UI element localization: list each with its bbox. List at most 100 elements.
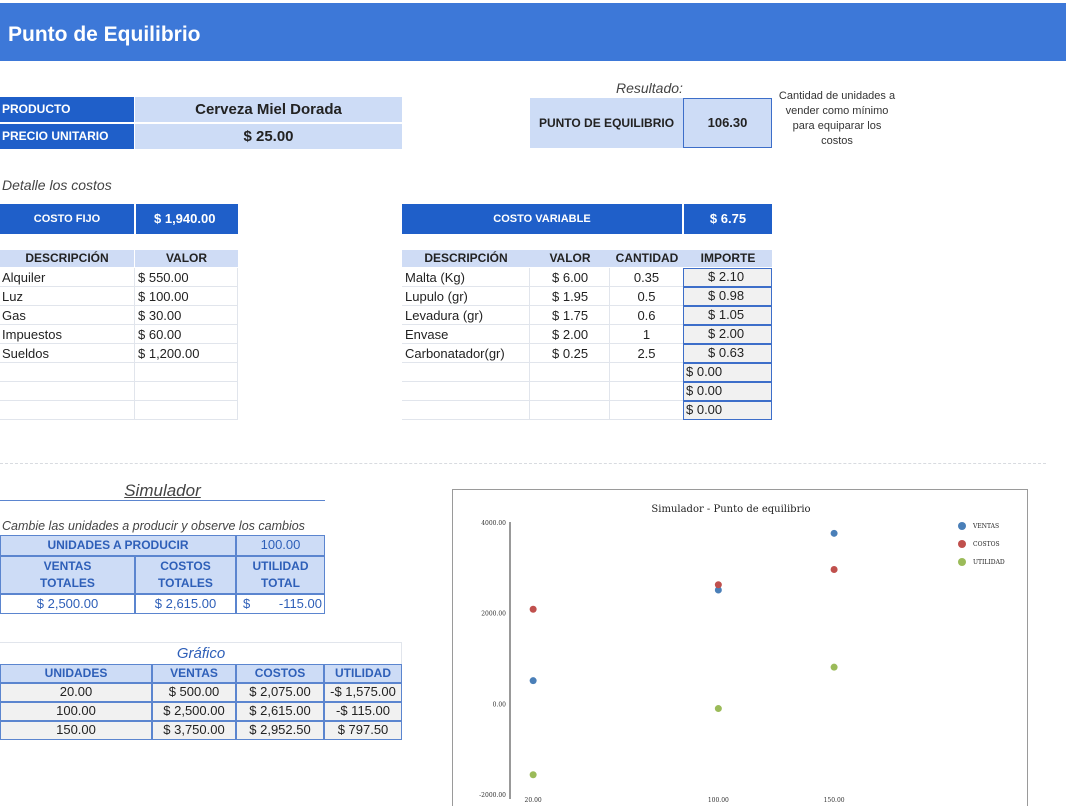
grafico-header-cell: VENTAS [152,664,236,683]
grafico-data-cell: $ 3,750.00 [152,721,236,740]
var-cantidad-cell[interactable]: 0.35 [610,268,684,287]
utilidad-total-header: UTILIDAD TOTAL [236,556,325,594]
data-point-ventas [714,586,722,594]
utilidad-currency: $ [243,596,251,611]
var-valor-cell[interactable] [530,401,610,420]
var-cantidad-cell[interactable]: 1 [610,325,684,344]
var-desc-cell[interactable] [402,401,530,420]
var-valor-cell[interactable]: $ 1.95 [530,287,610,306]
var-importe-cell: $ 1.05 [683,306,772,325]
var-valor-cell[interactable]: $ 0.25 [530,344,610,363]
x-tick-label: 150.00 [824,797,845,804]
fijo-desc-cell[interactable]: Alquiler [0,268,135,287]
data-point-ventas [529,677,537,685]
grafico-header-cell: COSTOS [236,664,324,683]
fijo-desc-cell[interactable]: Gas [0,306,135,325]
var-cantidad-cell[interactable] [610,363,684,382]
simulador-title: Simulador [124,481,201,500]
costo-variable-label: COSTO VARIABLE [402,204,682,234]
fijo-valor-cell[interactable]: $ 550.00 [135,268,238,287]
scatter-chart: Simulador - Punto de equilibrio -2000.00 0… [479,504,1005,804]
var-desc-cell[interactable]: Levadura (gr) [402,306,530,325]
data-point-ventas [830,529,838,537]
utilidad-header-line2: TOTAL [261,576,300,590]
grafico-header-cell: UTILIDAD [324,664,402,683]
fijo-valor-cell[interactable] [135,363,238,382]
x-tick-label: 100.00 [708,797,729,804]
var-col-desc: DESCRIPCIÓN [402,250,530,267]
var-cantidad-cell[interactable]: 2.5 [610,344,684,363]
var-importe-cell: $ 2.00 [683,325,772,344]
fijo-valor-cell[interactable] [135,401,238,420]
precio-input[interactable]: $ 25.00 [135,124,402,149]
y-tick-label: 0.00 [493,701,507,708]
var-importe-cell: $ 0.98 [683,287,772,306]
var-desc-cell[interactable] [402,382,530,401]
fijo-valor-cell[interactable]: $ 60.00 [135,325,238,344]
costos-totales-header: COSTOS TOTALES [135,556,236,594]
fijo-desc-cell[interactable] [0,382,135,401]
data-point-utilidad [830,663,838,671]
data-point-utilidad [714,705,722,713]
var-cantidad-cell[interactable]: 0.6 [610,306,684,325]
unidades-producir-label: UNIDADES A PRODUCIR [0,535,236,556]
costo-variable-total: $ 6.75 [684,204,772,234]
costos-header-line2: TOTALES [158,576,213,590]
data-point-utilidad [529,771,537,779]
ventas-header-line2: TOTALES [40,576,95,590]
var-valor-cell[interactable] [530,382,610,401]
grafico-title: Gráfico [176,645,226,662]
unidades-producir-input[interactable]: 100.00 [236,535,325,556]
fijo-valor-cell[interactable]: $ 1,200.00 [135,344,238,363]
grafico-data-cell: $ 2,500.00 [152,702,236,721]
grafico-header-cell: UNIDADES [0,664,152,683]
fijo-desc-cell[interactable]: Sueldos [0,344,135,363]
var-desc-cell[interactable]: Envase [402,325,530,344]
var-col-importe: IMPORTE [684,250,772,267]
grafico-data-cell: 150.00 [0,721,152,740]
chart-frame: Simulador - Punto de equilibrio -2000.00 0… [452,489,1028,806]
producto-input[interactable]: Cerveza Miel Dorada [135,97,402,122]
grafico-title-frame [0,642,402,664]
var-valor-cell[interactable] [530,363,610,382]
var-valor-cell[interactable]: $ 2.00 [530,325,610,344]
var-cantidad-cell[interactable] [610,401,684,420]
fijo-desc-cell[interactable]: Luz [0,287,135,306]
grafico-data-cell: $ 2,615.00 [236,702,324,721]
fijo-desc-cell[interactable] [0,401,135,420]
resultado-title: Resultado: [616,80,683,96]
legend-marker-utilidad [958,558,966,566]
var-desc-cell[interactable]: Malta (Kg) [402,268,530,287]
grafico-data-cell: $ 2,952.50 [236,721,324,740]
simulador-instructions: Cambie las unidades a producir y observe… [2,519,305,533]
utilidad-header-line1: UTILIDAD [252,559,309,573]
var-desc-cell[interactable]: Carbonatador(gr) [402,344,530,363]
grafico-data-cell: -$ 1,575.00 [324,683,402,702]
var-cantidad-cell[interactable] [610,382,684,401]
producto-label: PRODUCTO [0,97,134,122]
chart-title: Simulador - Punto de equilibrio [651,504,810,515]
var-valor-cell[interactable]: $ 6.00 [530,268,610,287]
data-point-costos [714,581,722,589]
ventas-totales-value: $ 2,500.00 [0,594,135,614]
var-importe-cell: $ 0.00 [683,382,772,401]
ventas-header-line1: VENTAS [43,559,92,573]
var-desc-cell[interactable]: Lupulo (gr) [402,287,530,306]
fijo-col-desc: DESCRIPCIÓN [0,250,134,267]
grafico-data-cell: -$ 115.00 [324,702,402,721]
y-tick-label: -2000.00 [479,792,506,799]
title-bar: Punto de Equilibrio [0,3,1066,61]
ventas-totales-header: VENTAS TOTALES [0,556,135,594]
x-tick-label: 20.00 [525,797,542,804]
var-desc-cell[interactable] [402,363,530,382]
fijo-desc-cell[interactable]: Impuestos [0,325,135,344]
fijo-valor-cell[interactable]: $ 30.00 [135,306,238,325]
grafico-data-cell: 20.00 [0,683,152,702]
y-tick-label: 4000.00 [481,520,506,527]
fijo-valor-cell[interactable] [135,382,238,401]
fijo-desc-cell[interactable] [0,363,135,382]
fijo-valor-cell[interactable]: $ 100.00 [135,287,238,306]
var-cantidad-cell[interactable]: 0.5 [610,287,684,306]
grafico-data-cell: $ 500.00 [152,683,236,702]
var-valor-cell[interactable]: $ 1.75 [530,306,610,325]
